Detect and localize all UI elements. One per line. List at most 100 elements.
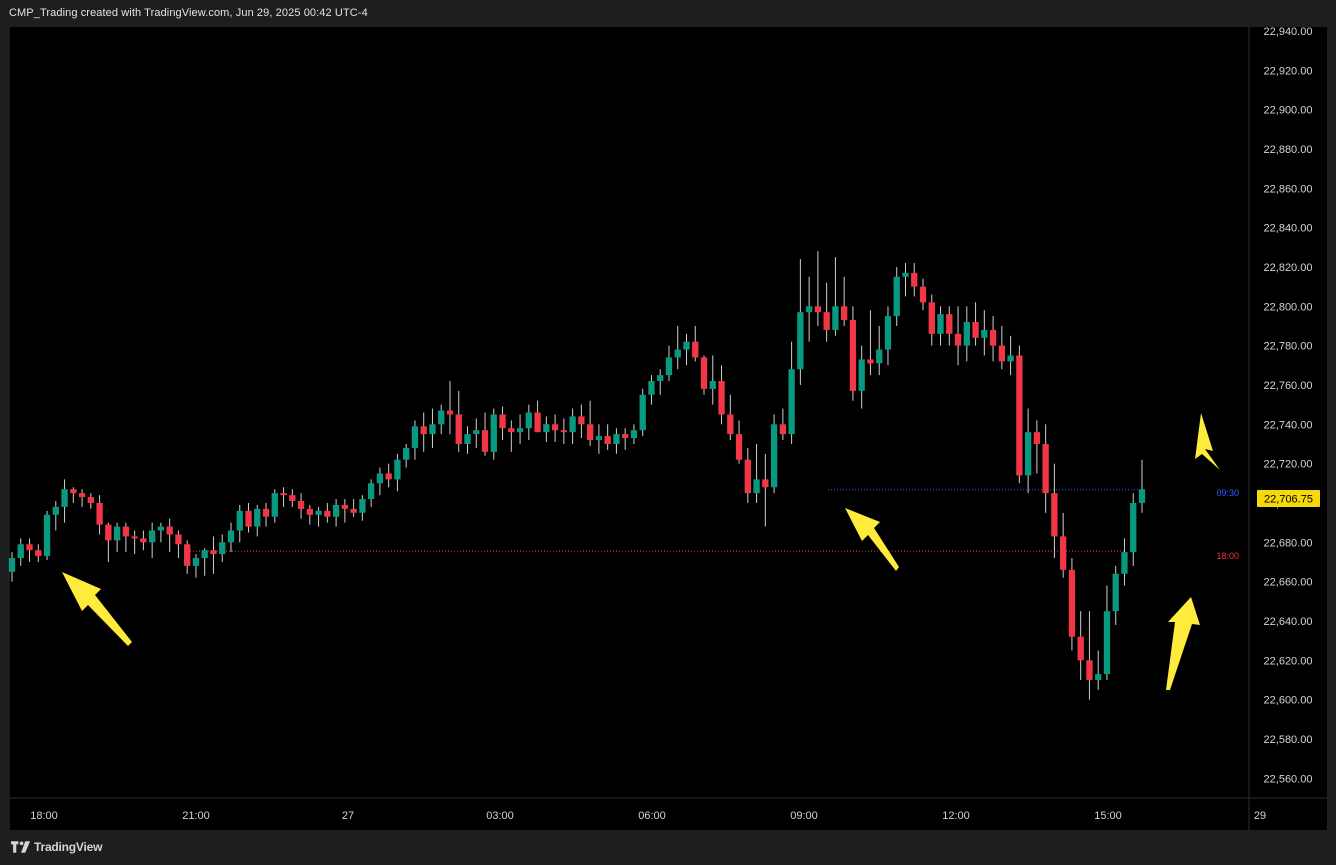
- candle-body: [1060, 536, 1067, 570]
- candle: [613, 428, 620, 454]
- candle: [306, 504, 313, 525]
- candle: [184, 540, 191, 574]
- plot-area[interactable]: [10, 27, 1249, 830]
- candle-body: [192, 558, 200, 566]
- candle-body: [429, 424, 436, 435]
- candle-body: [455, 414, 462, 444]
- candle-body: [709, 381, 716, 389]
- arrow-icon-middle: [845, 508, 899, 571]
- candle-body: [394, 459, 401, 480]
- chart-header: CMP_Trading created with TradingView.com…: [0, 0, 1336, 27]
- candle-body: [254, 508, 261, 527]
- candle-body: [1121, 552, 1128, 574]
- candle-body: [289, 495, 296, 502]
- candle-body: [534, 412, 541, 433]
- candle: [227, 522, 235, 553]
- y-tick-label: 22,620.00: [1264, 655, 1313, 667]
- candle: [131, 530, 138, 555]
- arrow-icon-left: [62, 572, 132, 646]
- y-tick-label: 22,880.00: [1264, 144, 1313, 156]
- candle: [1068, 558, 1076, 651]
- x-tick-label: 18:00: [30, 810, 58, 822]
- candle: [17, 538, 24, 566]
- candle: [210, 536, 217, 574]
- candle: [499, 406, 506, 441]
- candle-body: [508, 428, 515, 433]
- y-tick-label: 22,820.00: [1264, 262, 1313, 274]
- candle-body: [96, 502, 103, 525]
- candle-body: [376, 473, 384, 484]
- candle-body: [586, 424, 594, 441]
- candle: [525, 404, 532, 441]
- candle-body: [52, 506, 59, 515]
- chart-footer: TradingView: [0, 831, 1336, 865]
- candle: [998, 325, 1005, 370]
- candle-body: [893, 276, 900, 317]
- candle-body: [657, 375, 664, 382]
- candle: [937, 306, 944, 346]
- candle: [376, 467, 384, 496]
- candle: [289, 489, 296, 507]
- brand[interactable]: TradingView: [11, 840, 102, 854]
- candle: [122, 522, 130, 553]
- x-tick-label: 27: [342, 810, 354, 822]
- y-tick-label: 22,740.00: [1264, 419, 1313, 431]
- candle-body: [8, 558, 16, 572]
- candle: [858, 345, 865, 409]
- candle-body: [157, 526, 165, 531]
- x-tick-label: 29: [1254, 810, 1266, 822]
- candle-body: [551, 424, 559, 431]
- candle-body: [490, 414, 497, 452]
- candle-body: [350, 508, 357, 513]
- candle: [1077, 611, 1084, 680]
- candle: [683, 333, 690, 366]
- candle: [622, 428, 629, 450]
- candle: [350, 499, 357, 517]
- x-tick-label: 21:00: [182, 810, 210, 822]
- candle-body: [814, 306, 822, 313]
- candle-body: [35, 550, 42, 557]
- candle: [595, 424, 603, 454]
- candle-body: [227, 530, 235, 543]
- candle-body: [332, 504, 340, 517]
- candle-body: [753, 479, 760, 494]
- candle-body: [788, 369, 795, 435]
- candle: [1051, 463, 1058, 559]
- y-tick-label: 22,940.00: [1264, 26, 1313, 38]
- candle: [849, 306, 857, 401]
- candle-body: [499, 414, 506, 429]
- candle-body: [718, 381, 725, 415]
- candle: [271, 489, 278, 523]
- candle-body: [902, 272, 909, 277]
- candle-body: [578, 416, 585, 425]
- price-axis[interactable]: [1249, 27, 1327, 830]
- candle: [105, 522, 112, 562]
- candle-body: [1024, 432, 1032, 476]
- candle: [35, 544, 42, 562]
- candle-body: [569, 416, 576, 433]
- candle-body: [43, 514, 51, 557]
- candle: [394, 453, 401, 492]
- candle: [1138, 459, 1146, 513]
- candle: [639, 388, 646, 437]
- candle: [534, 400, 541, 433]
- candle-body: [420, 426, 427, 435]
- candle-body: [105, 524, 112, 541]
- candle-body: [1068, 569, 1076, 637]
- candle: [166, 518, 173, 553]
- x-tick-label: 15:00: [1094, 810, 1122, 822]
- candle-body: [1103, 611, 1111, 675]
- candle-body: [560, 430, 568, 433]
- candle-body: [341, 504, 349, 509]
- candle-body: [989, 329, 997, 346]
- candle-body: [805, 306, 813, 313]
- candle-body: [1033, 432, 1041, 444]
- candle-body: [911, 272, 918, 287]
- brand-text: TradingView: [34, 840, 103, 854]
- candle: [911, 263, 918, 297]
- candle-body: [78, 493, 86, 498]
- candle-body: [919, 286, 927, 303]
- candle: [219, 534, 226, 562]
- y-tick-label: 22,720.00: [1264, 459, 1313, 471]
